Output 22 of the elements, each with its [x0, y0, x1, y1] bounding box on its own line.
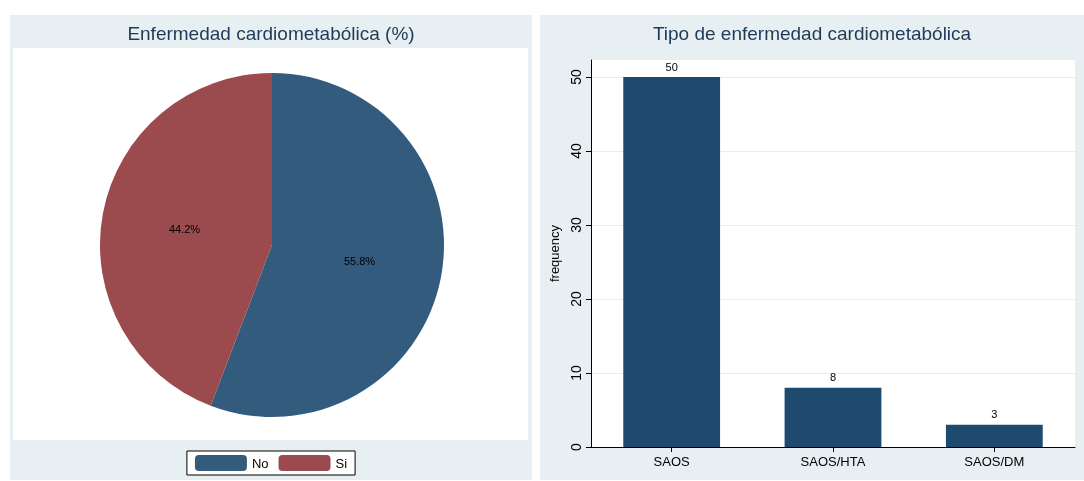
y-tick-label: 50 [568, 69, 584, 85]
bar [623, 77, 721, 447]
data-label: 3 [991, 408, 998, 421]
bar [945, 424, 1043, 447]
y-tick-label: 30 [568, 217, 584, 233]
y-tick-label: 40 [568, 143, 584, 159]
data-label: 44.2% [168, 222, 201, 235]
data-label: 50 [665, 60, 678, 73]
x-tick-label: SAOS/DM [964, 454, 1025, 469]
data-label: 8 [829, 371, 837, 384]
y-axis-title: frequency [547, 224, 562, 283]
chart-title: Enfermedad cardiometabólica (%) [127, 23, 415, 44]
chart-title: Tipo de enfermedad cardiometabólica [652, 23, 972, 44]
x-tick-label: SAOS [653, 454, 691, 469]
y-tick-label: 10 [568, 365, 584, 381]
x-tick-label: SAOS/HTA [800, 454, 866, 469]
data-label: 55.8% [343, 255, 376, 268]
legend-label: Si [335, 455, 348, 471]
bar [784, 387, 882, 447]
y-tick-label: 0 [568, 442, 584, 451]
legend-label: No [251, 455, 269, 471]
y-tick-label: 20 [568, 291, 584, 307]
